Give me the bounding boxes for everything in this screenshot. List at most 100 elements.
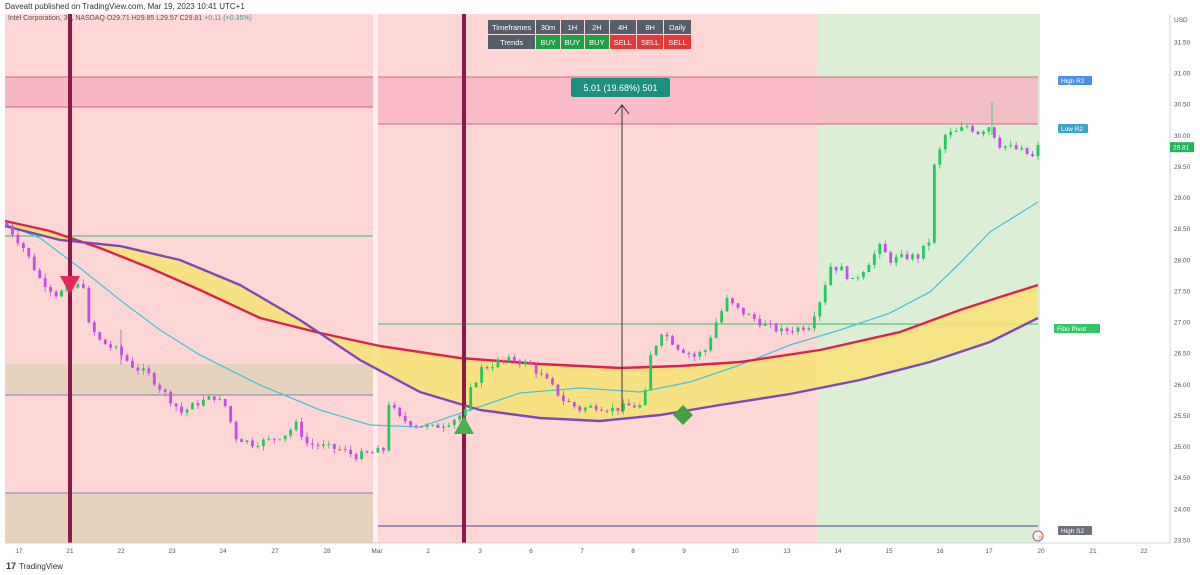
candle — [354, 454, 358, 460]
resistance-band — [378, 77, 1038, 124]
candle — [742, 307, 745, 315]
candle — [321, 444, 325, 447]
candle — [551, 378, 554, 385]
date-tick-label: 27 — [271, 548, 279, 555]
candle — [758, 318, 762, 326]
date-tick-label: 20 — [1037, 548, 1045, 555]
session-gap — [373, 14, 378, 543]
candle — [21, 243, 25, 249]
candle — [802, 327, 805, 330]
candle — [289, 429, 293, 436]
candle — [883, 244, 887, 253]
candle — [27, 248, 31, 257]
candle — [747, 314, 751, 316]
low-r2-label-box — [1058, 124, 1088, 133]
candle — [572, 402, 576, 407]
candle — [272, 438, 276, 440]
candle — [589, 405, 593, 408]
candle — [752, 314, 756, 319]
candle — [442, 426, 445, 428]
candle — [38, 270, 42, 279]
date-tick-label: 17 — [985, 548, 993, 555]
date-tick-label: 7 — [580, 548, 584, 555]
candle — [736, 303, 740, 308]
candle — [403, 416, 407, 422]
candle — [343, 449, 347, 451]
trend-cell: BUY — [560, 35, 585, 49]
candle — [491, 367, 494, 369]
table-header-cell: 2H — [585, 20, 609, 34]
candle — [398, 407, 402, 417]
candle — [638, 405, 642, 408]
candle — [496, 360, 500, 368]
candle — [894, 256, 898, 263]
candle — [622, 403, 625, 411]
price-tick-label: 26.50 — [1174, 351, 1191, 358]
candle — [420, 426, 423, 428]
candle — [76, 284, 80, 288]
candle — [458, 415, 462, 420]
diamond-signal-icon — [673, 405, 693, 425]
trends-row: Trends BUY BUY BUY SELL SELL SELL — [488, 35, 691, 49]
price-tick-label: 25.50 — [1174, 413, 1191, 420]
candle — [376, 447, 380, 453]
price-tick-label: 27.00 — [1174, 320, 1191, 327]
candle — [698, 351, 702, 357]
right-area — [1040, 0, 1200, 575]
candle — [796, 327, 800, 332]
ohlc-values: O29.71 H29.85 L29.57 C29.81 — [106, 15, 203, 22]
candle — [900, 254, 904, 257]
candle — [349, 449, 353, 455]
support-band — [5, 493, 373, 543]
price-tick-label: 25.00 — [1174, 444, 1191, 451]
measure-label: 5.01 (19.68%) 501 — [583, 83, 657, 93]
candle — [671, 336, 674, 345]
candle — [141, 368, 145, 371]
candle — [578, 406, 582, 411]
candle — [43, 278, 47, 288]
candle — [436, 424, 440, 428]
candle — [103, 339, 107, 345]
candle — [360, 451, 363, 460]
candle — [180, 406, 183, 413]
price-tick-label: 31.00 — [1174, 71, 1191, 78]
date-tick-label: 22 — [117, 548, 125, 555]
date-tick-label: 10 — [731, 548, 739, 555]
candle — [474, 382, 478, 388]
candle — [305, 436, 309, 444]
candle — [414, 425, 418, 427]
candle — [976, 131, 980, 135]
date-tick-label: 6 — [529, 548, 533, 555]
candle — [960, 126, 964, 131]
candle — [862, 272, 865, 278]
footer-brand[interactable]: 17 TradingView — [6, 561, 63, 571]
candle — [218, 398, 222, 400]
candle — [676, 344, 680, 350]
symbol-legend[interactable]: Intel Corporation, 30, NASDAQ O29.71 H29… — [8, 15, 252, 22]
vertical-marker — [462, 14, 466, 543]
candle — [763, 323, 767, 326]
candle — [971, 126, 974, 132]
tradingview-logo-icon: 17 — [6, 561, 17, 571]
candle — [649, 354, 653, 391]
high-r2-label: High R2 — [1061, 78, 1085, 85]
candle — [780, 328, 784, 332]
candle — [392, 404, 396, 408]
candle — [562, 395, 565, 402]
brand-name: TradingView — [19, 561, 64, 571]
support-band — [5, 364, 373, 395]
candle — [791, 331, 794, 333]
candle — [611, 407, 614, 412]
bottom-area — [0, 543, 1200, 575]
measure-label-box — [571, 78, 670, 97]
candle — [965, 126, 969, 128]
candle — [583, 407, 587, 411]
table-header-cell: 4H — [609, 20, 636, 34]
candle — [829, 266, 833, 286]
candle — [147, 368, 151, 374]
candle — [87, 287, 91, 323]
candle — [987, 127, 991, 132]
candle — [627, 403, 631, 406]
date-tick-label: Mar — [371, 548, 383, 555]
